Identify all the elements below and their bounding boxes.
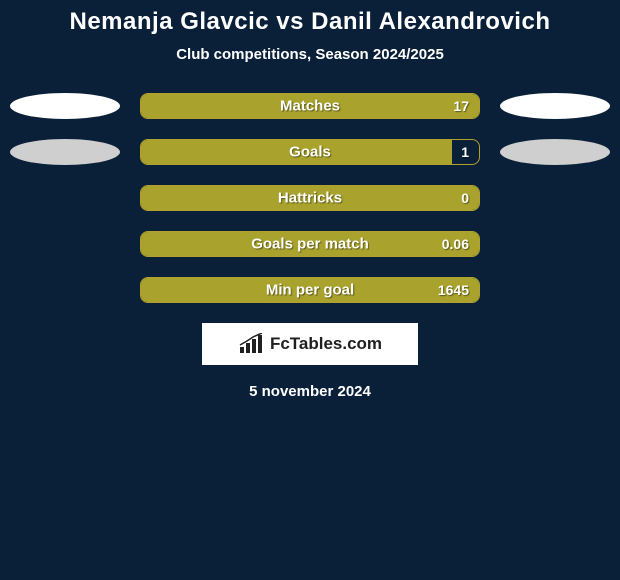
stat-value: 0 xyxy=(461,190,469,206)
stat-row: Goals 1 xyxy=(0,139,620,165)
right-oval xyxy=(500,93,610,119)
stat-row: Min per goal 1645 xyxy=(0,277,620,303)
logo-box: FcTables.com xyxy=(202,323,418,365)
stat-row: Goals per match 0.06 xyxy=(0,231,620,257)
stat-value: 1645 xyxy=(438,282,469,298)
stat-bar: Goals 1 xyxy=(140,139,480,165)
page-title: Nemanja Glavcic vs Danil Alexandrovich xyxy=(0,8,620,36)
logo-text: FcTables.com xyxy=(270,334,382,354)
left-oval xyxy=(10,139,120,165)
stat-label: Hattricks xyxy=(278,190,342,207)
date-text: 5 november 2024 xyxy=(0,383,620,400)
stat-bar: Goals per match 0.06 xyxy=(140,231,480,257)
stat-label: Goals xyxy=(289,144,331,161)
stat-bar: Min per goal 1645 xyxy=(140,277,480,303)
stat-value: 0.06 xyxy=(442,236,469,252)
stat-label: Min per goal xyxy=(266,282,354,299)
stat-bar: Hattricks 0 xyxy=(140,185,480,211)
stat-row: Hattricks 0 xyxy=(0,185,620,211)
stat-row: Matches 17 xyxy=(0,93,620,119)
stats-list: Matches 17 Goals 1 Hattricks 0 Goals per match… xyxy=(0,93,620,303)
stat-label: Matches xyxy=(280,98,340,115)
stat-value: 1 xyxy=(461,144,469,160)
stat-label: Goals per match xyxy=(251,236,369,253)
subtitle: Club competitions, Season 2024/2025 xyxy=(0,46,620,63)
stat-bar: Matches 17 xyxy=(140,93,480,119)
logo-chart-icon xyxy=(238,333,266,355)
stat-value: 17 xyxy=(453,98,469,114)
left-oval xyxy=(10,93,120,119)
right-oval xyxy=(500,139,610,165)
